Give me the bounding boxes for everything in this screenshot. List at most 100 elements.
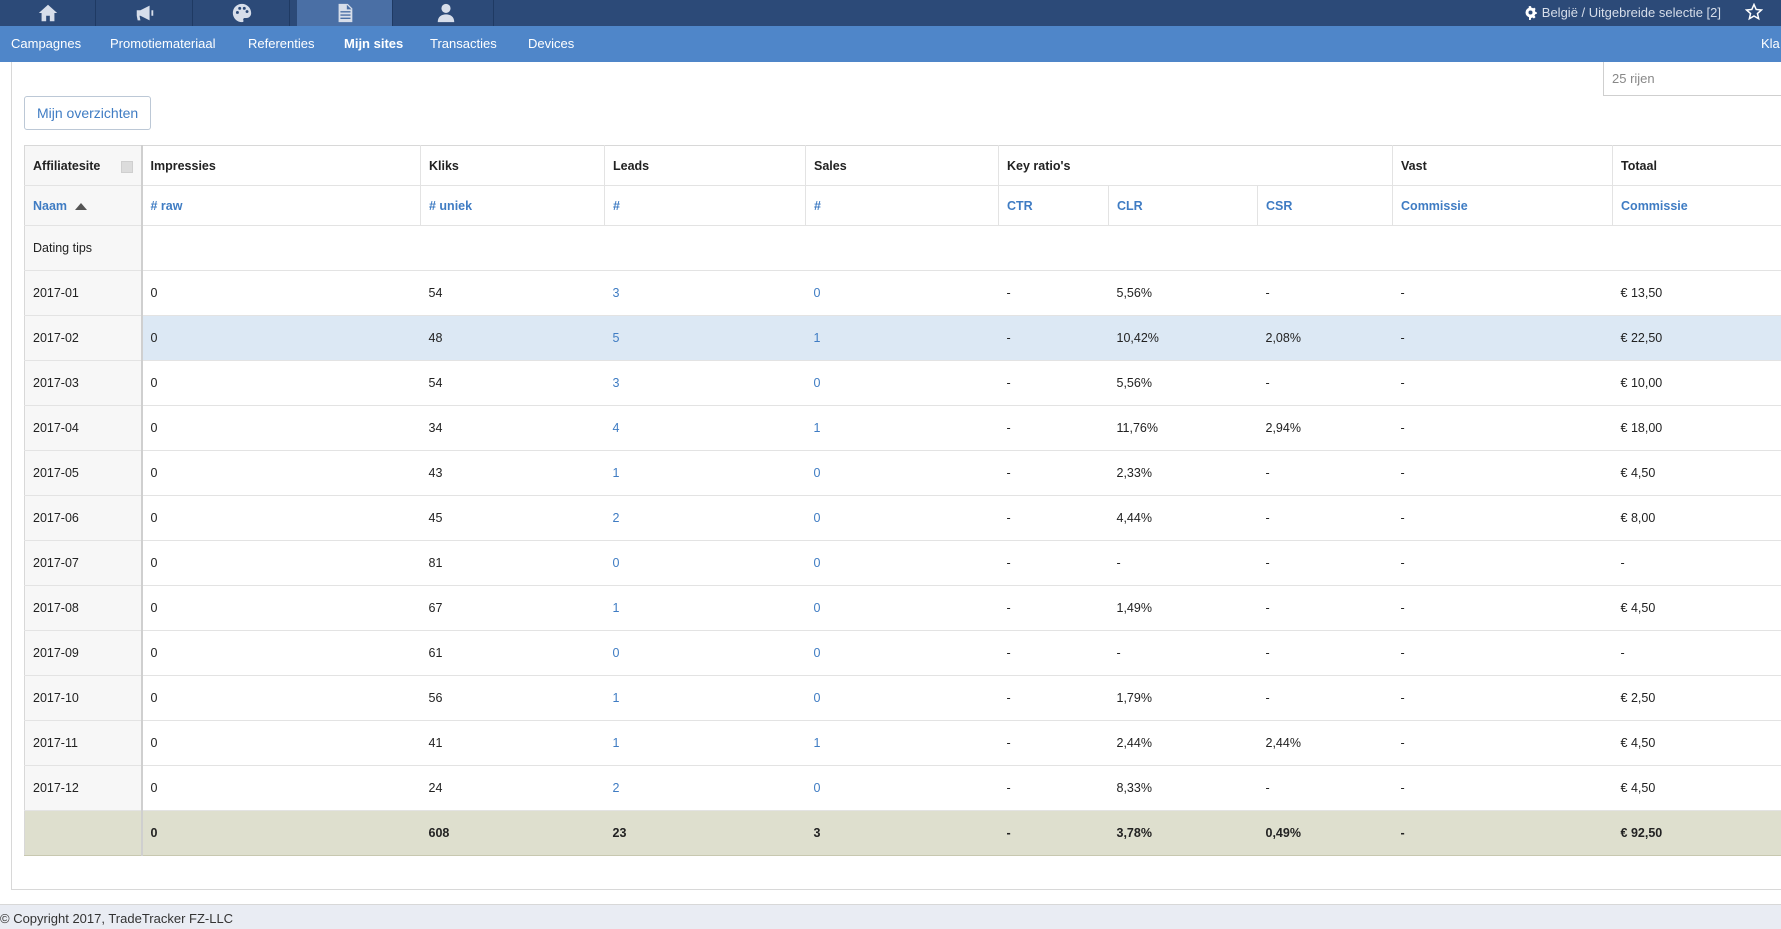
table-cell: 0 (141, 405, 421, 451)
table-cell[interactable]: 0 (805, 270, 999, 316)
table-cell: 43 (420, 450, 605, 496)
collapse-icon[interactable] (120, 160, 133, 173)
star-icon[interactable] (1745, 3, 1763, 21)
table-cell: 0 (141, 270, 421, 316)
table-cell: 2,08% (1257, 315, 1393, 361)
sort-clr[interactable]: CLR (1108, 185, 1258, 226)
table-cell: - (1392, 405, 1613, 451)
table-cell[interactable]: 0 (805, 765, 999, 811)
table-cell: 0 (141, 540, 421, 586)
table-cell: - (998, 360, 1109, 406)
table-cell: 24 (420, 765, 605, 811)
sort-raw[interactable]: # raw (141, 185, 421, 226)
row-period: 2017-02 (24, 315, 143, 361)
nav-devices[interactable]: Devices (528, 36, 575, 51)
table-row: 2017-06 0 45 2 0-4,44% - - € 8,00 (24, 495, 1781, 541)
table-cell: - (1392, 675, 1613, 721)
table-cell: - (998, 675, 1109, 721)
table-cell[interactable]: 0 (805, 450, 999, 496)
nav-campagnes[interactable]: Campagnes (11, 36, 82, 51)
header-totaal: Totaal (1612, 145, 1781, 186)
country-selector[interactable]: België / Uitgebreide selectie [2] (1523, 5, 1721, 20)
table-cell[interactable]: 2 (604, 765, 806, 811)
table-cell[interactable]: 0 (805, 585, 999, 631)
sort-sales-count[interactable]: # (805, 185, 999, 226)
table-cell[interactable]: 5 (604, 315, 806, 361)
sort-leads-count[interactable]: # (604, 185, 806, 226)
table-cell[interactable]: 0 (604, 540, 806, 586)
sort-naam[interactable]: Naam (24, 185, 143, 226)
table-row: 2017-02 0 48 5 1-10,42% 2,08% - € 22,50 (24, 315, 1781, 361)
table-cell[interactable]: 0 (805, 540, 999, 586)
total-cell: 23 (604, 810, 806, 856)
table-cell: € 10,00 (1612, 360, 1781, 406)
copyright-text: © Copyright 2017, TradeTracker FZ-LLC (0, 911, 234, 926)
tab-promotion[interactable] (97, 0, 193, 26)
sort-csr[interactable]: CSR (1257, 185, 1394, 226)
table-cell[interactable]: 0 (805, 675, 999, 721)
table-cell[interactable]: 0 (604, 630, 806, 676)
table-cell[interactable]: 2 (604, 495, 806, 541)
total-cell: € 92,50 (1612, 810, 1781, 856)
table-cell: 67 (420, 585, 605, 631)
table-cell: - (998, 585, 1109, 631)
my-overviews-button[interactable]: Mijn overzichten (24, 96, 152, 130)
total-cell: - (1392, 810, 1613, 856)
row-period: 2017-06 (24, 495, 143, 541)
table-cell[interactable]: 1 (604, 585, 806, 631)
total-cell: 3,78% (1108, 810, 1258, 856)
table-cell[interactable]: 1 (604, 720, 806, 766)
table-cell: 0 (141, 360, 421, 406)
totals-row: 0 608 23 3-3,78% 0,49% - € 92,50 (24, 810, 1781, 856)
sort-totaal-commissie[interactable]: Commissie (1612, 185, 1781, 226)
tab-my-sites[interactable] (297, 0, 393, 26)
sort-uniek[interactable]: # uniek (420, 185, 605, 226)
sort-vast-commissie[interactable]: Commissie (1392, 185, 1614, 226)
total-cell: 0 (141, 810, 421, 856)
table-cell: 2,33% (1108, 450, 1258, 496)
tab-home[interactable] (0, 0, 96, 26)
table-cell: € 4,50 (1612, 450, 1781, 496)
tab-creative[interactable] (194, 0, 290, 26)
header-impressies: Impressies (141, 145, 421, 186)
table-cell[interactable]: 0 (805, 360, 999, 406)
tab-account[interactable] (398, 0, 494, 26)
total-cell: 3 (805, 810, 999, 856)
table-cell: - (1257, 585, 1393, 631)
nav-right-label[interactable]: Kla (1761, 36, 1780, 51)
table-cell[interactable]: 4 (604, 405, 806, 451)
table-cell[interactable]: 0 (805, 630, 999, 676)
nav-promotiemateriaal[interactable]: Promotiemateriaal (110, 36, 216, 51)
table-cell[interactable]: 1 (805, 405, 999, 451)
header-sales: Sales (805, 145, 999, 186)
table-cell: 10,42% (1108, 315, 1258, 361)
table-cell[interactable]: 1 (604, 675, 806, 721)
sort-ctr[interactable]: CTR (998, 185, 1109, 226)
table-cell: - (1257, 450, 1393, 496)
table-cell[interactable]: 1 (805, 720, 999, 766)
table-row: 2017-04 0 34 4 1-11,76% 2,94% - € 18,00 (24, 405, 1781, 451)
table-cell: - (1392, 765, 1613, 811)
table-cell[interactable]: 0 (805, 495, 999, 541)
table-cell: 0 (141, 495, 421, 541)
row-period: 2017-05 (24, 450, 143, 496)
main-nav: Campagnes Promotiemateriaal Referenties … (0, 26, 1781, 62)
table-cell: 0 (141, 315, 421, 361)
rows-per-page-select[interactable]: 25 rijen (1603, 62, 1781, 96)
table-cell: 54 (420, 270, 605, 316)
table-cell: - (1392, 450, 1613, 496)
table-cell[interactable]: 1 (604, 450, 806, 496)
row-period: 2017-08 (24, 585, 143, 631)
table-cell[interactable]: 1 (805, 315, 999, 361)
table-cell: - (998, 495, 1109, 541)
nav-mijn-sites[interactable]: Mijn sites (344, 36, 404, 51)
table-cell: - (998, 765, 1109, 811)
nav-referenties[interactable]: Referenties (248, 36, 315, 51)
table-row: 2017-07 0 81 0 0- - - - - (24, 540, 1781, 586)
table-cell: 0 (141, 630, 421, 676)
table-cell[interactable]: 3 (604, 360, 806, 406)
nav-transacties[interactable]: Transacties (430, 36, 497, 51)
table-cell: - (998, 270, 1109, 316)
table-cell[interactable]: 3 (604, 270, 806, 316)
table-cell: € 2,50 (1612, 675, 1781, 721)
